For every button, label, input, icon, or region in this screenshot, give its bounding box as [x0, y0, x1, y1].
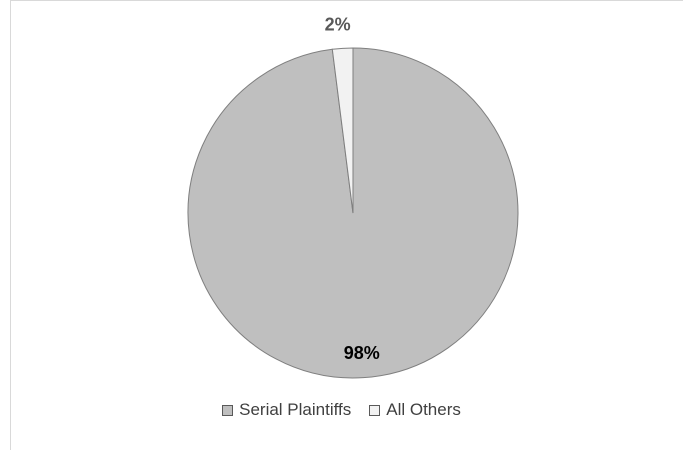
- pie-slice-all-others: [331, 47, 354, 214]
- data-label-all-others: 2%: [325, 14, 351, 34]
- pie-chart: 98% 2%: [187, 14, 519, 379]
- legend: Serial Plaintiffs All Others: [0, 400, 683, 420]
- legend-label-serial-plaintiffs: Serial Plaintiffs: [239, 400, 352, 419]
- legend-label-all-others: All Others: [386, 400, 461, 419]
- legend-item-all-others: All Others: [369, 400, 461, 420]
- legend-swatch-all-others: [369, 404, 381, 416]
- legend-swatch-serial-plaintiffs: [222, 404, 234, 416]
- data-label-serial-plaintiffs: 98%: [344, 343, 380, 363]
- legend-item-serial-plaintiffs: Serial Plaintiffs: [222, 400, 351, 420]
